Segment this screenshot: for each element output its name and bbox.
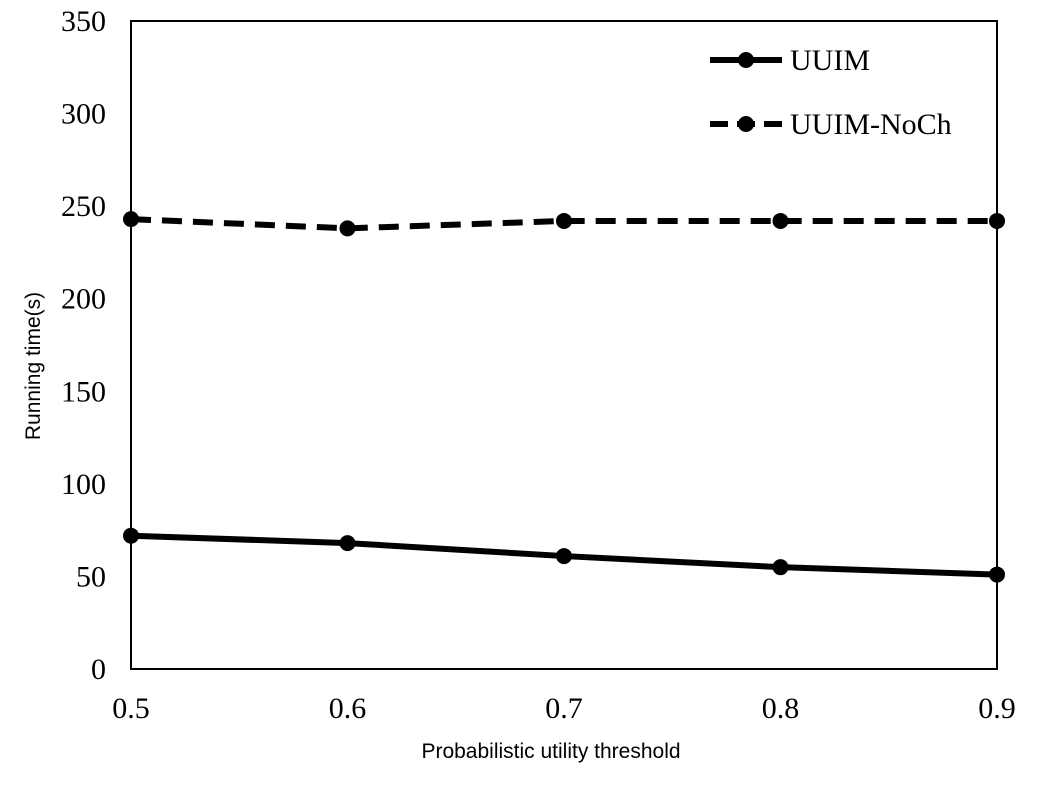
x-tick-label: 0.5 [112, 692, 150, 725]
legend-marker-swatch [738, 52, 754, 68]
legend-marker-swatch [738, 116, 754, 132]
data-point-uuim-noch [339, 220, 356, 237]
legend-label: UUIM-NoCh [790, 108, 952, 141]
y-tick-label: 0 [91, 653, 106, 686]
legend-label: UUIM [790, 44, 870, 77]
series-line-uuim-noch [130, 216, 997, 232]
legend: UUIM UUIM-NoCh [710, 44, 952, 141]
data-point-uuim [123, 527, 139, 544]
data-point-uuim [989, 566, 1005, 583]
y-tick-label: 300 [61, 98, 106, 131]
data-point-uuim-noch [556, 212, 572, 229]
x-axis-ticks: 0.5 0.6 0.7 0.8 0.9 [112, 692, 1016, 725]
data-point-uuim-noch [772, 212, 789, 229]
data-point-uuim-noch [989, 212, 1005, 229]
y-tick-label: 150 [61, 375, 106, 408]
data-point-uuim-noch [123, 211, 139, 228]
data-point-uuim [556, 548, 572, 565]
y-axis-label: Running time(s) [22, 292, 45, 440]
y-axis-ticks: 0 50 100 150 200 250 300 350 [61, 5, 106, 686]
plot-area [130, 20, 998, 670]
series-layer [123, 211, 1005, 583]
x-axis-label: Probabilistic utility threshold [421, 740, 680, 763]
y-tick-label: 350 [61, 5, 106, 38]
x-tick-label: 0.8 [762, 692, 800, 725]
plot-frame [130, 20, 998, 670]
y-tick-label: 50 [76, 560, 106, 593]
x-tick-label: 0.9 [978, 692, 1016, 725]
y-tick-label: 200 [61, 283, 106, 316]
y-tick-label: 100 [61, 468, 106, 501]
legend-item-uuim-noch: UUIM-NoCh [710, 108, 952, 141]
data-point-uuim [339, 535, 356, 552]
y-tick-label: 250 [61, 190, 106, 223]
legend-item-uuim: UUIM [710, 44, 870, 77]
x-tick-label: 0.7 [545, 692, 583, 725]
x-tick-label: 0.6 [329, 692, 367, 725]
data-point-uuim [772, 559, 789, 576]
